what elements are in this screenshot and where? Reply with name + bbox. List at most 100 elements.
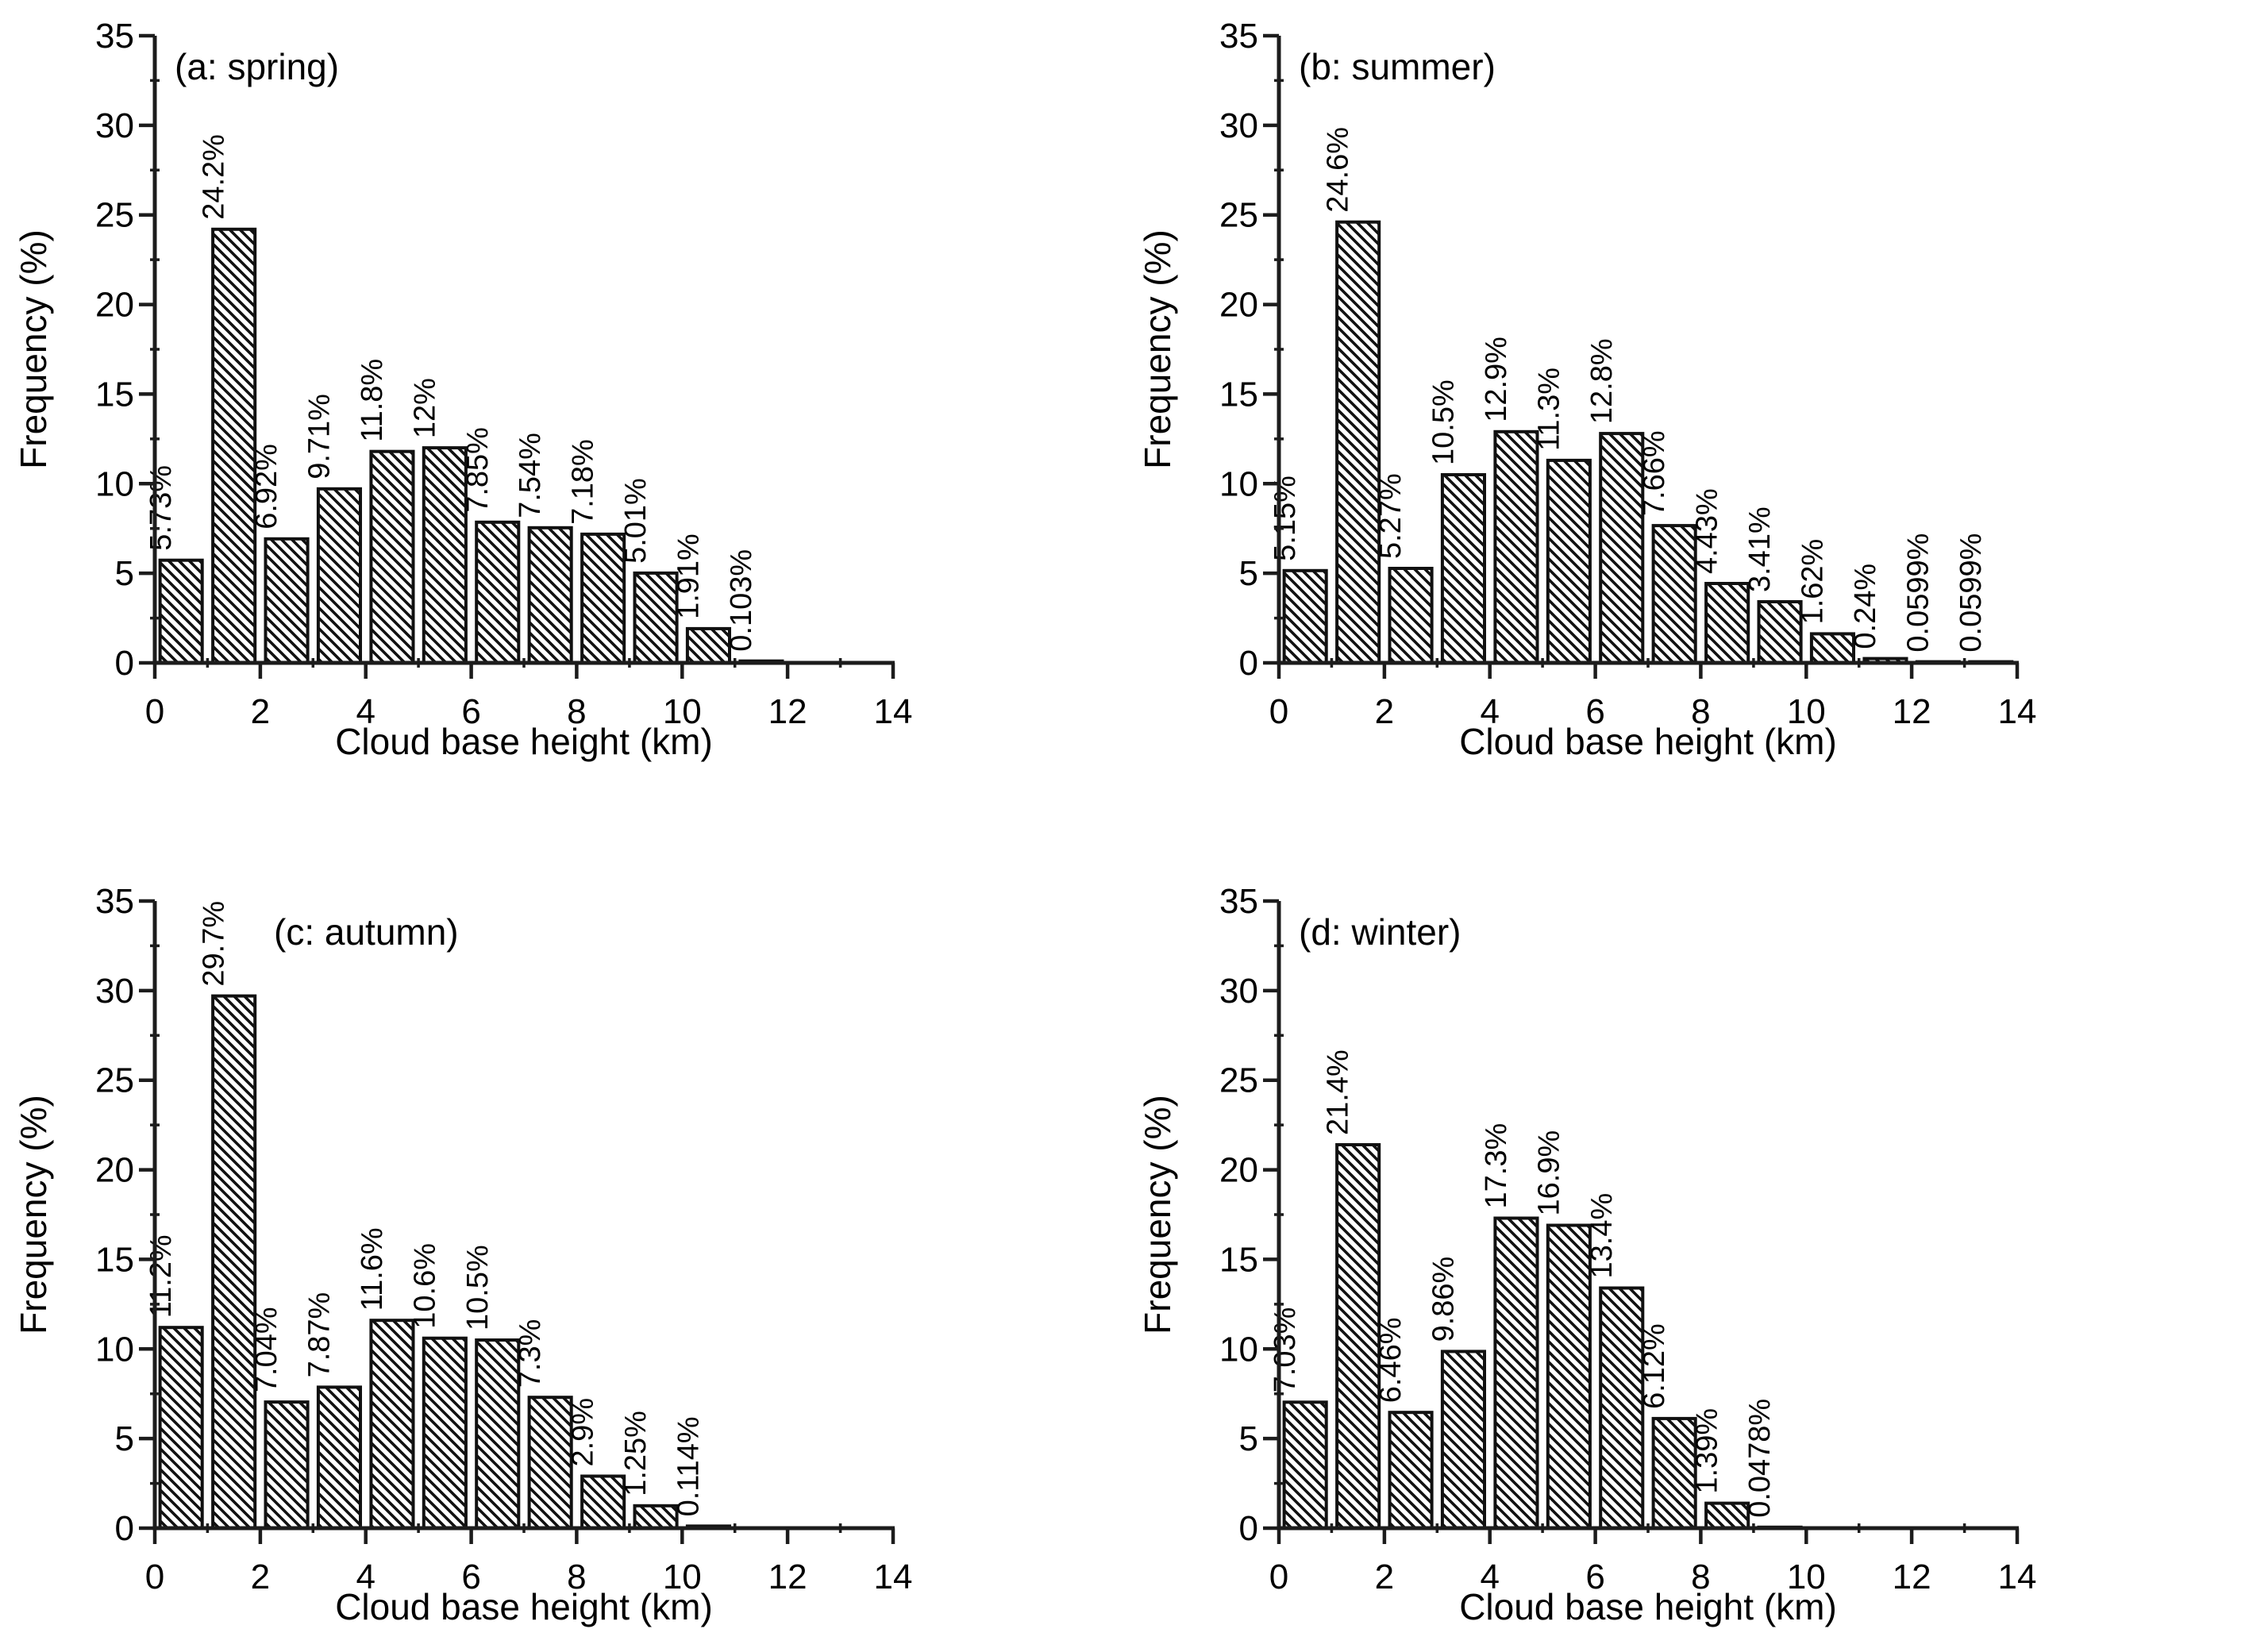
bar (1651, 1416, 1697, 1531)
bar (1599, 1286, 1645, 1530)
x-tick-label: 14 (874, 692, 913, 731)
x-tick-label: 12 (768, 1558, 807, 1596)
y-tick-label: 15 (1219, 375, 1258, 414)
y-axis-title: Frequency (%) (13, 1095, 54, 1334)
y-tick-label: 20 (1219, 286, 1258, 325)
x-tick-label: 2 (1375, 1558, 1394, 1596)
bar (1704, 582, 1750, 664)
panel-title: (c: autumn) (274, 911, 459, 953)
y-tick-label: 20 (95, 1151, 134, 1190)
bar (527, 526, 573, 664)
x-axis-title: Cloud base height (km) (1459, 721, 1837, 762)
panel-c-autumn: 11.2% 29.7% 7.04% 7.87% 11.6% 10.6% 10.5% 7.3% 2… (0, 865, 1124, 1651)
x-tick-label: 12 (768, 692, 807, 731)
y-axis-title: Frequency (%) (13, 229, 54, 469)
bar-value-label: 5.27% (1374, 473, 1408, 559)
bar (580, 1474, 626, 1530)
bar-value-label: 0.0478% (1743, 1399, 1777, 1518)
bar (1546, 458, 1592, 665)
bar-value-label: 0.0599% (1901, 533, 1935, 653)
bar-value-label: 10.6% (408, 1243, 441, 1329)
bar-value-label: 12% (408, 378, 441, 438)
x-tick-label: 14 (1998, 692, 2037, 731)
x-tick-label: 6 (1585, 1558, 1604, 1596)
major-ticks (139, 33, 895, 679)
x-tick-label: 14 (874, 1558, 913, 1596)
bar-value-label: 5.15% (1269, 476, 1302, 561)
y-tick-label: 5 (1239, 554, 1258, 593)
bar-value-label: 7.18% (567, 439, 600, 525)
y-tick-label: 35 (95, 17, 134, 56)
y-axis-title: Frequency (%) (1137, 1095, 1178, 1334)
y-tick-label: 30 (1219, 106, 1258, 145)
bar-value-label: 6.12% (1638, 1323, 1671, 1409)
y-tick-label: 5 (1239, 1419, 1258, 1458)
panel-a-spring: 5.73% 24.2% 6.92% 9.71% 11.8% 12% 7.85% 7.54% 7.… (0, 0, 1124, 786)
bar-value-label: 1.62% (1797, 539, 1830, 625)
bar-value-label: 10.5% (461, 1245, 495, 1330)
y-tick-label: 35 (1219, 882, 1258, 921)
bar-value-label: 16.9% (1532, 1130, 1565, 1216)
bar (1282, 1400, 1328, 1530)
autumn-histogram: 11.2% 29.7% 7.04% 7.87% 11.6% 10.6% 10.5% 7.3% 2… (13, 882, 913, 1627)
bar-value-label: 1.91% (672, 533, 706, 619)
y-tick-label: 25 (95, 1061, 134, 1100)
bar-value-label: 21.4% (1322, 1049, 1355, 1135)
bar (1335, 220, 1381, 664)
x-tick-label: 0 (145, 692, 164, 731)
x-axis-title: Cloud base height (km) (335, 721, 713, 762)
x-tick-label: 10 (1787, 692, 1826, 731)
y-tick-label: 5 (115, 554, 134, 593)
y-tick-label: 0 (1239, 1509, 1258, 1548)
axis-line (152, 901, 895, 1531)
bar (422, 1336, 468, 1531)
bar-value-label: 6.92% (250, 444, 283, 529)
x-tick-label: 2 (251, 1558, 270, 1596)
x-tick-label: 6 (461, 1558, 480, 1596)
bar (475, 1338, 521, 1530)
bar (1493, 429, 1539, 664)
summer-histogram: 5.15% 24.6% 5.27% 10.5% 12.9% 11.3% 12.8% 7.66%… (1137, 17, 2037, 762)
x-tick-label: 6 (1585, 692, 1604, 731)
bar-value-label: 24.6% (1322, 127, 1355, 213)
bar-value-label: 5.73% (144, 465, 178, 551)
bar (1493, 1216, 1539, 1530)
y-tick-label: 15 (95, 1240, 134, 1279)
y-tick-label: 5 (115, 1419, 134, 1458)
y-tick-label: 15 (95, 375, 134, 414)
panel-title: (b: summer) (1299, 46, 1496, 87)
bar-value-label: 7.85% (461, 427, 495, 513)
x-tick-label: 0 (1269, 692, 1288, 731)
bar (422, 446, 468, 664)
x-tick-label: 8 (567, 692, 586, 731)
bar-value-label: 0.114% (672, 1416, 706, 1516)
bar (475, 520, 521, 664)
bar (211, 994, 257, 1531)
bar (264, 537, 310, 664)
spring-histogram: 5.73% 24.2% 6.92% 9.71% 11.8% 12% 7.85% 7.54% 7.… (13, 17, 913, 762)
bar-value-label: 3.41% (1743, 506, 1777, 592)
y-axis-title: Frequency (%) (1137, 229, 1178, 469)
bar-value-label: 7.87% (303, 1292, 337, 1378)
major-ticks (1263, 33, 2020, 679)
bar (580, 532, 626, 665)
y-tick-label: 10 (1219, 464, 1258, 503)
x-tick-label: 6 (461, 692, 480, 731)
axis-line (1277, 901, 2019, 1531)
winter-histogram: 7.03%21.4%6.46%9.86%17.3% 16.9%13.4%6.12%… (1137, 882, 2036, 1627)
x-tick-label: 0 (1269, 1558, 1288, 1596)
bar-value-label: 1.39% (1691, 1408, 1724, 1494)
y-tick-label: 0 (1239, 644, 1258, 683)
y-tick-label: 20 (1219, 1151, 1258, 1190)
bar-value-label: 0.0599% (1954, 533, 1988, 653)
x-tick-label: 10 (1787, 1558, 1826, 1596)
x-tick-label: 4 (356, 692, 375, 731)
bar (1757, 600, 1803, 664)
x-tick-label: 2 (251, 692, 270, 731)
bar-value-label: 7.3% (514, 1319, 547, 1388)
x-tick-label: 12 (1893, 1558, 1931, 1596)
bar (1546, 1223, 1592, 1530)
y-tick-label: 25 (1219, 196, 1258, 235)
bar (1440, 1350, 1486, 1531)
bar-value-label: 11.3% (1532, 368, 1565, 451)
